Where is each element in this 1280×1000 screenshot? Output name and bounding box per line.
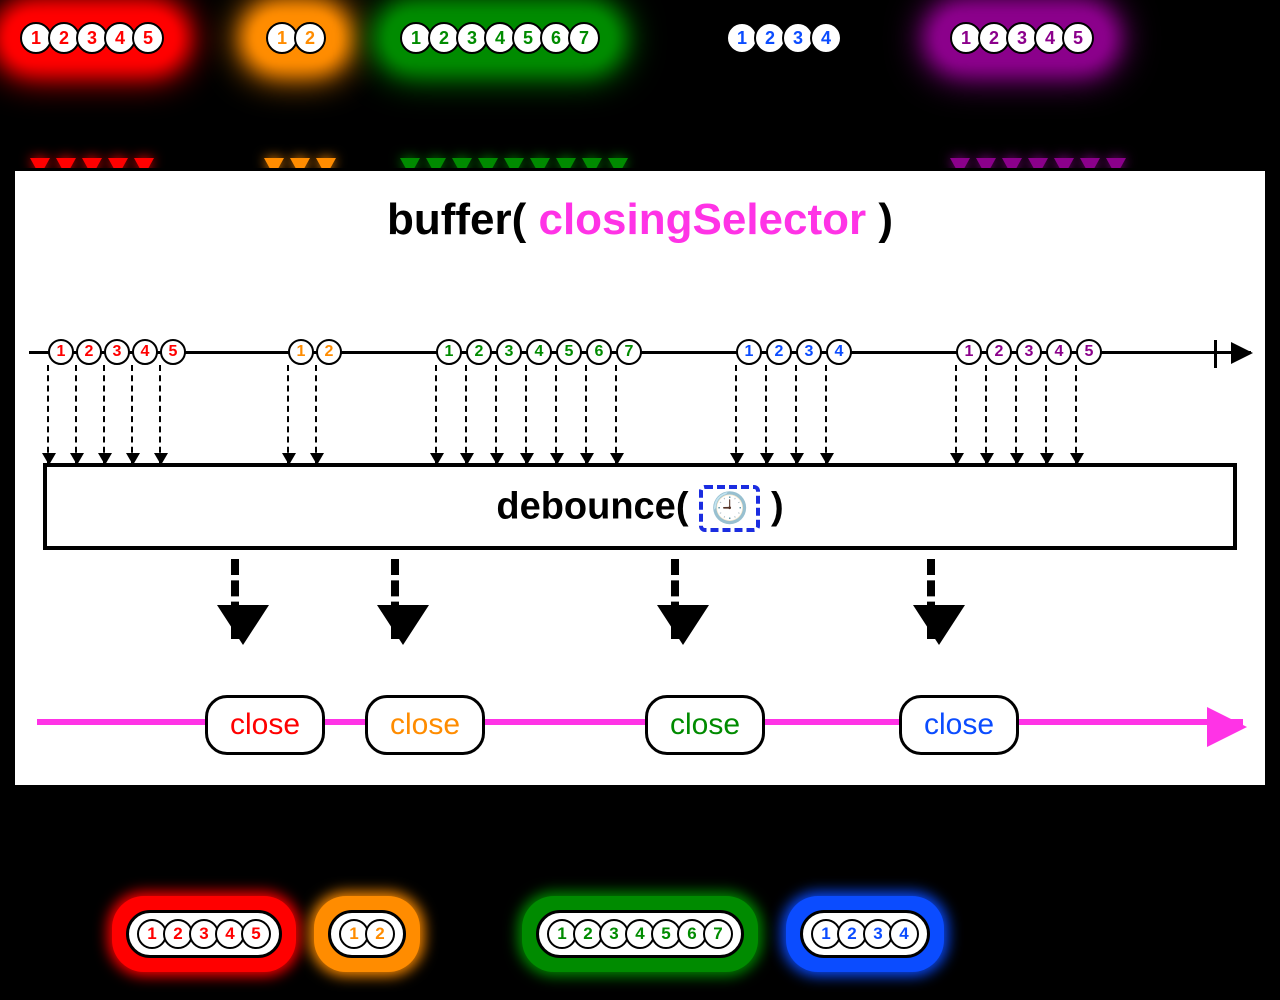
- close-pill-red: close: [205, 695, 325, 755]
- drop-line: [1075, 365, 1077, 463]
- close-pill-blue: close: [899, 695, 1019, 755]
- top-group-orange: 12: [260, 16, 332, 60]
- result-inner: 1234: [800, 910, 930, 958]
- drop-line: [465, 365, 467, 463]
- arrowhead: [1231, 342, 1253, 364]
- input-timeline: 12345121234567123412345: [29, 351, 1251, 354]
- timeline-marble: 1: [288, 339, 314, 365]
- drop-line: [495, 365, 497, 463]
- output-head: [657, 605, 709, 645]
- result-blue: 1234: [786, 896, 944, 972]
- debounce-box: debounce( 🕘 ): [43, 463, 1237, 550]
- close-pill-green: close: [645, 695, 765, 755]
- panel: buffer( closingSelector )123451212345671…: [12, 168, 1268, 788]
- drop-line: [75, 365, 77, 463]
- drop-line: [47, 365, 49, 463]
- result-marble: 7: [703, 919, 733, 949]
- drop-line: [585, 365, 587, 463]
- drop-line: [735, 365, 737, 463]
- panel-title: buffer( closingSelector ): [15, 195, 1265, 245]
- timeline-marble: 1: [436, 339, 462, 365]
- drop-line: [131, 365, 133, 463]
- output-head: [913, 605, 965, 645]
- drop-line: [287, 365, 289, 463]
- drop-line: [159, 365, 161, 463]
- result-inner: 1234567: [536, 910, 744, 958]
- end-bar: [1214, 340, 1217, 368]
- result-inner: 12: [328, 910, 406, 958]
- result-inner: 12345: [126, 910, 282, 958]
- timeline-marble: 2: [76, 339, 102, 365]
- output-dash: [927, 559, 935, 639]
- clock-icon: 🕘: [699, 485, 760, 532]
- timeline-marble: 1: [736, 339, 762, 365]
- drop-line: [315, 365, 317, 463]
- result-green: 1234567: [522, 896, 758, 972]
- title-arg: closingSelector: [538, 195, 866, 244]
- drop-line: [765, 365, 767, 463]
- timeline-marble: 7: [616, 339, 642, 365]
- marble: 5: [132, 22, 164, 54]
- drop-line: [555, 365, 557, 463]
- result-marble: 4: [889, 919, 919, 949]
- timeline-marble: 3: [796, 339, 822, 365]
- marble: 4: [810, 22, 842, 54]
- drop-line: [1015, 365, 1017, 463]
- output-dash: [671, 559, 679, 639]
- marble: 2: [294, 22, 326, 54]
- output-dash: [391, 559, 399, 639]
- result-marble: 2: [365, 919, 395, 949]
- debounce-pre: debounce(: [496, 486, 699, 528]
- timeline-marble: 4: [526, 339, 552, 365]
- timeline-marble: 5: [160, 339, 186, 365]
- timeline-marble: 2: [766, 339, 792, 365]
- output-head: [217, 605, 269, 645]
- timeline-marble: 4: [132, 339, 158, 365]
- output-head: [377, 605, 429, 645]
- top-group-red: 12345: [14, 16, 170, 60]
- close-pill-orange: close: [365, 695, 485, 755]
- timeline-marble: 3: [1016, 339, 1042, 365]
- result-red: 12345: [112, 896, 296, 972]
- timeline-marble: 5: [1076, 339, 1102, 365]
- timeline-marble: 5: [556, 339, 582, 365]
- drop-line: [103, 365, 105, 463]
- drop-line: [1045, 365, 1047, 463]
- pink-arrowhead: [1207, 707, 1247, 747]
- drop-line: [955, 365, 957, 463]
- drop-line: [525, 365, 527, 463]
- result-marble: 5: [241, 919, 271, 949]
- timeline-marble: 2: [316, 339, 342, 365]
- timeline-marble: 3: [496, 339, 522, 365]
- drop-line: [985, 365, 987, 463]
- title-op: buffer(: [387, 195, 526, 244]
- marble: 7: [568, 22, 600, 54]
- closing-timeline: closeclosecloseclose: [37, 719, 1243, 725]
- timeline-marble: 4: [826, 339, 852, 365]
- top-group-purple: 12345: [944, 16, 1100, 60]
- drop-line: [435, 365, 437, 463]
- timeline-marble: 3: [104, 339, 130, 365]
- result-orange: 12: [314, 896, 420, 972]
- timeline-marble: 2: [986, 339, 1012, 365]
- title-close: ): [866, 195, 893, 244]
- output-dash: [231, 559, 239, 639]
- timeline-marble: 6: [586, 339, 612, 365]
- timeline-marble: 1: [48, 339, 74, 365]
- drop-line: [615, 365, 617, 463]
- marble: 5: [1062, 22, 1094, 54]
- drop-line: [825, 365, 827, 463]
- top-group-blue: 1234: [720, 16, 848, 60]
- timeline-marble: 4: [1046, 339, 1072, 365]
- timeline-marble: 1: [956, 339, 982, 365]
- top-group-green: 1234567: [394, 16, 606, 60]
- drop-line: [795, 365, 797, 463]
- debounce-post: ): [760, 486, 783, 528]
- timeline-marble: 2: [466, 339, 492, 365]
